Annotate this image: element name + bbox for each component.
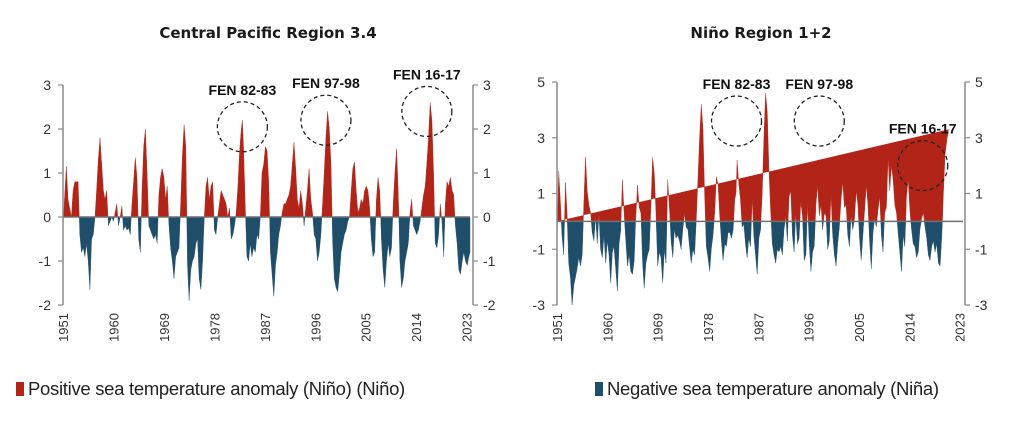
- x-tick-label: 1978: [701, 313, 716, 342]
- left-y-tick-label: -3: [533, 297, 546, 313]
- legend-positive-swatch: [16, 382, 24, 396]
- legend-positive: Positive sea temperature anomaly (Niño) …: [16, 378, 405, 400]
- annotation-circle: [793, 95, 845, 147]
- chart-title-nino-region: Niño Region 1+2: [690, 24, 832, 42]
- positive-anomaly-area: [557, 93, 949, 222]
- left-y-tick-label: 3: [537, 130, 545, 146]
- x-tick-label: 2023: [460, 313, 475, 342]
- right-y-tick-label: -1: [975, 241, 988, 257]
- left-y-tick-label: -1: [39, 253, 52, 269]
- chart-nino-region: 5 5 3 3 1 1 -1 -1 -3 -3 1951 1960 1969 1978 1987 1996 20…: [533, 74, 988, 342]
- annotation-circle: [897, 139, 949, 192]
- left-y-tick-label: 1: [537, 186, 545, 202]
- right-y-tick-label: 1: [975, 186, 983, 202]
- right-y-tick-label: -1: [483, 253, 496, 269]
- left-y-tick-label: -2: [39, 297, 52, 313]
- annotation-label: FEN 97-98: [292, 75, 360, 91]
- annotation-label: FEN 82-83: [209, 82, 277, 98]
- x-tick-label: 1987: [751, 313, 766, 342]
- x-tick-label: 1987: [258, 313, 273, 342]
- legend-negative: Negative sea temperature anomaly (Niña): [595, 378, 939, 400]
- x-tick-label: 1960: [600, 313, 615, 342]
- annotation-label: FEN 97-98: [785, 76, 853, 92]
- x-tick-label: 2005: [852, 313, 867, 342]
- legend-negative-label: Negative sea temperature anomaly (Niña): [607, 378, 939, 399]
- right-y-tick-label: -3: [975, 297, 988, 313]
- right-y-tick-label: 2: [483, 121, 491, 137]
- chart-title-central-pacific: Central Pacific Region 3.4: [159, 24, 377, 42]
- right-y-tick-label: 0: [483, 209, 491, 225]
- annotation-label: FEN 16-17: [889, 121, 957, 137]
- right-y-tick-label: 3: [483, 77, 491, 93]
- right-y-tick-label: -2: [483, 297, 496, 313]
- left-y-tick-label: 1: [43, 165, 51, 181]
- x-tick-label: 2023: [953, 313, 968, 342]
- x-tick-label: 1960: [107, 313, 122, 342]
- right-y-tick-label: 5: [975, 74, 983, 90]
- x-tick-label: 1969: [157, 313, 172, 342]
- left-y-tick-label: 0: [43, 209, 51, 225]
- negative-anomaly-area: [62, 216, 471, 301]
- chart-central-pacific: 3 3 2 2 1 1 0 0 -1 -1 -2 -2 1951 1960 1969 1978 1987 1996…: [39, 66, 496, 342]
- right-y-tick-label: 3: [975, 130, 983, 146]
- x-tick-label: 1951: [56, 313, 71, 342]
- annotation-circle: [401, 85, 453, 138]
- x-tick-label: 2014: [902, 313, 917, 342]
- left-y-tick-label: -1: [533, 241, 546, 257]
- right-y-tick-label: 1: [483, 165, 491, 181]
- annotation-label: FEN 16-17: [393, 66, 461, 82]
- x-tick-label: 1996: [308, 313, 323, 342]
- x-tick-label: 1996: [802, 313, 817, 342]
- annotation-circle: [300, 94, 352, 146]
- annotation-label: FEN 82-83: [703, 76, 771, 92]
- x-tick-label: 2014: [409, 313, 424, 342]
- x-tick-label: 1969: [651, 313, 666, 342]
- x-tick-label: 1978: [207, 313, 222, 342]
- x-tick-label: 1951: [550, 313, 565, 342]
- negative-anomaly-area: [556, 221, 949, 306]
- legend-positive-label: Positive sea temperature anomaly (Niño) …: [28, 378, 405, 399]
- x-tick-label: 2005: [359, 313, 374, 342]
- left-y-tick-label: 2: [43, 121, 51, 137]
- left-y-tick-label: 5: [537, 74, 545, 90]
- annotation-circle: [710, 95, 763, 147]
- left-y-tick-label: 3: [43, 77, 51, 93]
- annotation-circle: [216, 101, 269, 153]
- legend-negative-swatch: [595, 382, 603, 396]
